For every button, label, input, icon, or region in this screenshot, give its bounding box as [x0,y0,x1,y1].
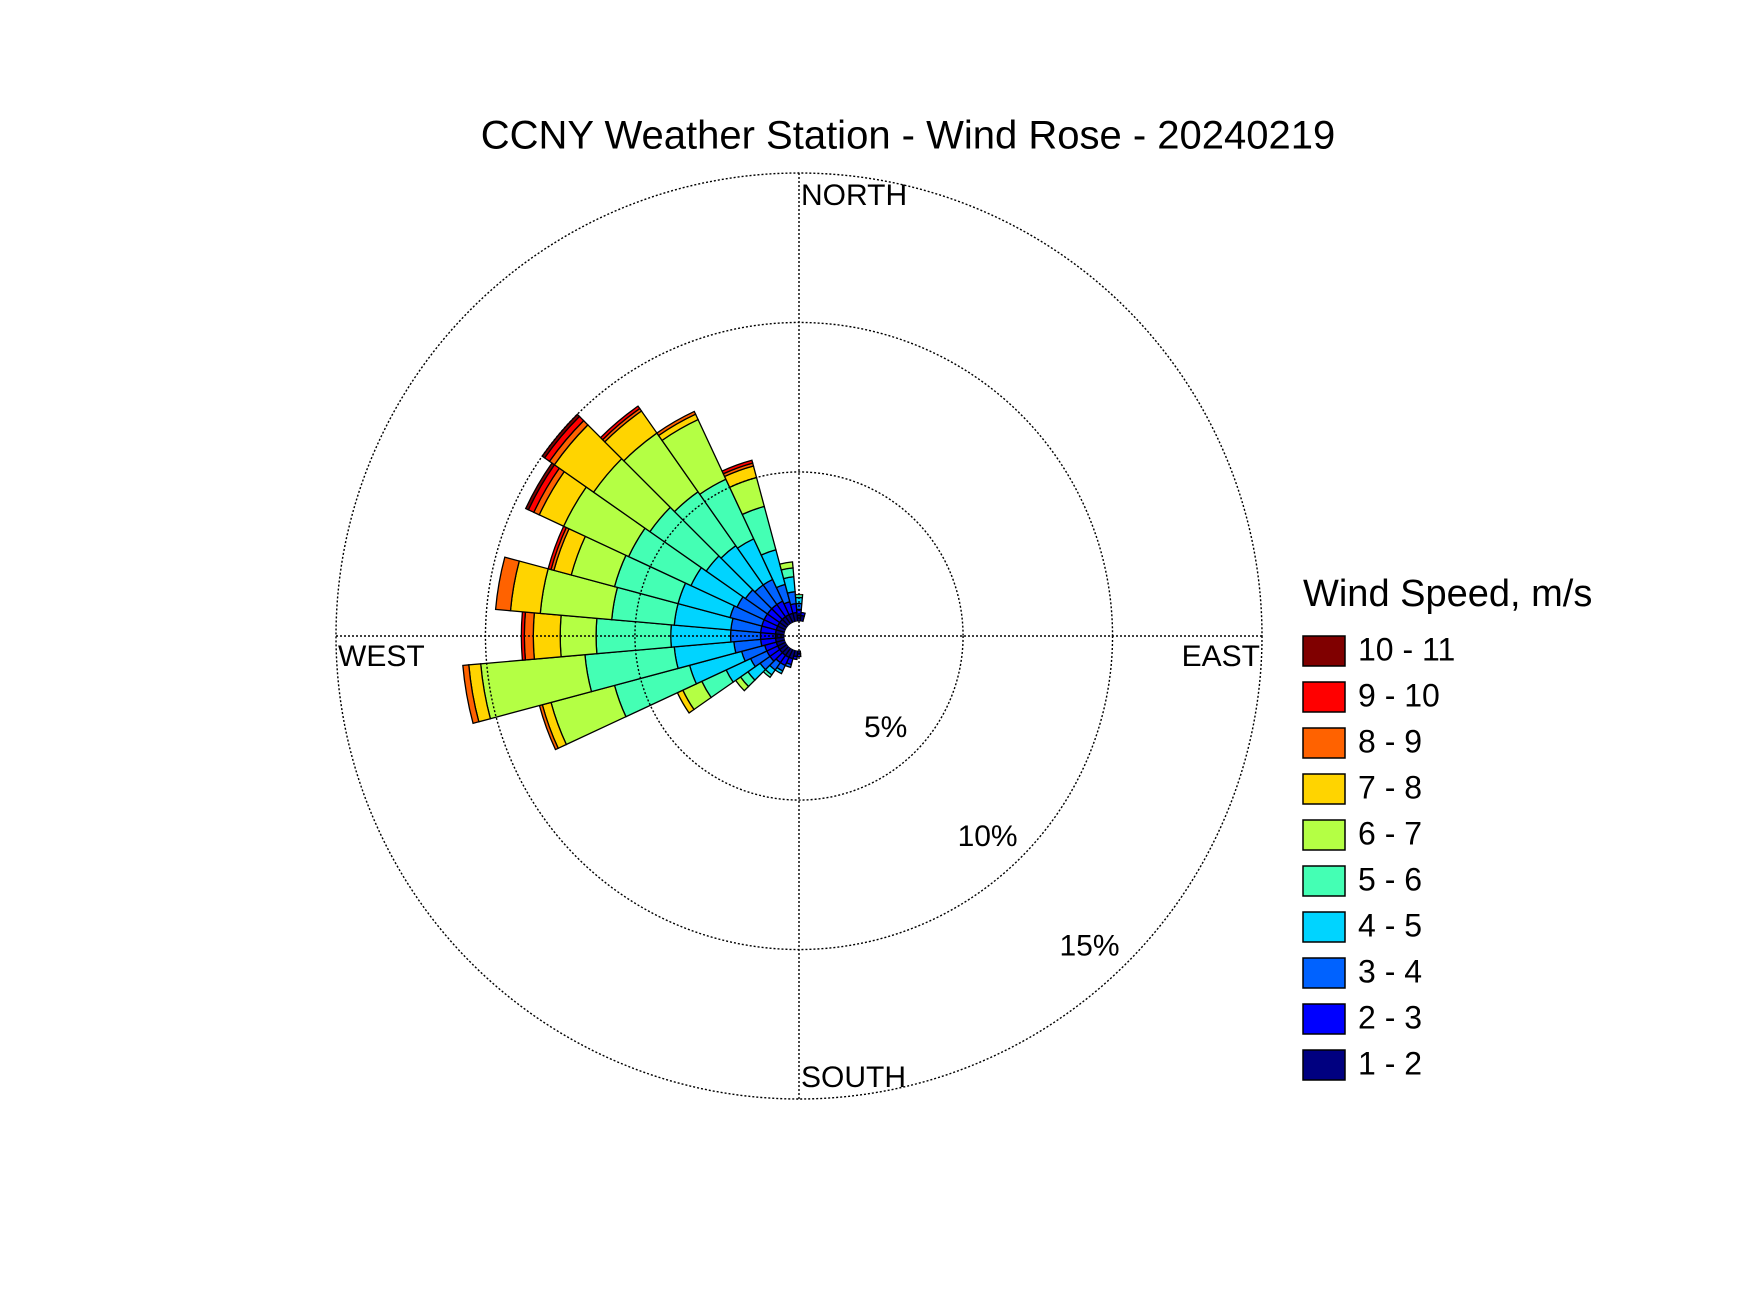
legend-swatch [1302,773,1346,805]
wind-sector [494,556,521,612]
grid-ring [335,172,1263,1100]
legend-swatch [1302,1003,1346,1035]
wind-sector [778,561,794,571]
r-tick-label: 10% [958,820,1018,853]
legend-label: 9 - 10 [1358,677,1440,713]
legend-swatch [1302,681,1346,713]
direction-label: WEST [338,640,425,673]
chart-title: CCNY Weather Station - Wind Rose - 20240… [481,114,1336,158]
legend-label: 8 - 9 [1358,723,1422,759]
wind-sector [599,405,641,441]
legend-label: 4 - 5 [1358,907,1422,943]
legend-label: 5 - 6 [1358,861,1422,897]
wind-sector [721,459,754,475]
direction-label: EAST [1182,640,1260,673]
legend-label: 10 - 11 [1358,631,1455,667]
wind-sector [794,593,804,599]
legend-label: 3 - 4 [1358,953,1422,989]
grid-ring [634,471,964,801]
legend-swatch [1302,727,1346,759]
legend-swatch [1302,865,1346,897]
r-tick-label: 15% [1060,929,1120,962]
legend-title: Wind Speed, m/s [1303,573,1592,615]
center-hole [784,621,814,651]
legend-swatch [1302,635,1346,667]
legend-label: 2 - 3 [1358,999,1422,1035]
grid-ring [484,321,1114,951]
legend-label: 6 - 7 [1358,815,1422,851]
wind-sector [655,410,697,437]
legend-label: 7 - 8 [1358,769,1422,805]
legend-swatch [1302,1049,1346,1081]
wind-sector [800,611,806,617]
direction-label: SOUTH [801,1061,906,1094]
legend-swatch [1302,819,1346,851]
wind-sector [462,664,480,725]
direction-label: NORTH [801,179,907,212]
r-tick-label: 5% [864,711,907,744]
legend-label: 1 - 2 [1358,1045,1422,1081]
legend-swatch [1302,957,1346,989]
legend-swatch [1302,911,1346,943]
